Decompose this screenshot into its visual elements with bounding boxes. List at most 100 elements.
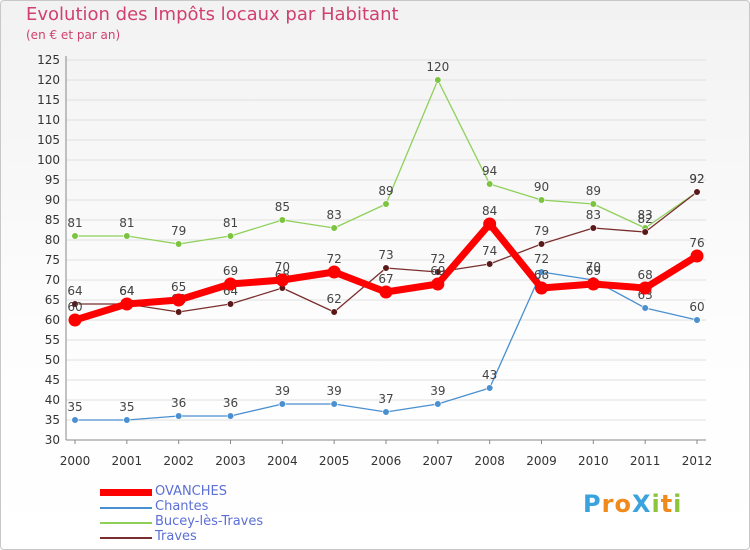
data-point [486, 384, 494, 392]
data-point [330, 400, 338, 408]
data-point [123, 416, 131, 424]
data-label: 92 [689, 172, 704, 186]
logo-letter: i [673, 490, 683, 518]
chart-title: Evolution des Impôts locaux par Habitant [26, 4, 399, 25]
data-label: 72 [327, 252, 342, 266]
chart-legend: OVANCHES Chantes Bucey-lès-Traves Traves [100, 484, 300, 545]
data-label: 68 [638, 268, 653, 282]
data-label: 74 [482, 244, 497, 258]
data-label: 76 [689, 236, 704, 250]
data-point [382, 408, 390, 416]
logo-letter: o [614, 490, 632, 518]
data-label: 92 [689, 172, 704, 186]
y-tick-label: 65 [45, 293, 60, 307]
data-label: 70 [275, 260, 290, 274]
data-label: 39 [327, 384, 342, 398]
legend-item: Traves [100, 529, 300, 545]
logo-letter: i [651, 490, 661, 518]
data-point [120, 297, 134, 311]
y-tick-label: 45 [45, 373, 60, 387]
data-point [589, 200, 597, 208]
data-point [537, 268, 546, 276]
data-point [68, 313, 82, 327]
series-bucey-l-s-traves: 81 81 79 81 85 83 89 120 94 90 89 83 92 [67, 60, 705, 248]
data-label: 65 [171, 280, 186, 294]
y-tick-label: 40 [45, 393, 60, 407]
data-point [638, 281, 652, 295]
data-point [434, 76, 442, 84]
y-tick-label: 105 [37, 133, 60, 147]
data-point [589, 224, 597, 232]
data-point [71, 232, 79, 240]
y-tick-label: 80 [45, 233, 60, 247]
y-tick-label: 115 [37, 93, 60, 107]
data-label: 36 [171, 396, 186, 410]
x-tick-label: 2007 [423, 454, 454, 468]
data-point [330, 308, 338, 316]
data-point [278, 400, 286, 408]
x-tick-label: 2008 [474, 454, 505, 468]
data-label: 64 [119, 284, 134, 298]
logo-letter: P [583, 490, 602, 518]
data-label: 79 [534, 224, 549, 238]
data-point [486, 180, 494, 188]
data-point [226, 412, 235, 420]
data-label: 72 [430, 252, 445, 266]
data-label: 84 [482, 204, 497, 218]
data-label: 43 [482, 368, 497, 382]
data-point [123, 232, 131, 240]
data-label: 83 [586, 208, 601, 222]
data-label: 81 [223, 216, 238, 230]
chart-subtitle: (en € et par an) [26, 28, 121, 42]
y-tick-label: 50 [45, 353, 60, 367]
data-point [175, 308, 183, 316]
legend-label: Bucey-lès-Traves [155, 514, 264, 529]
data-point [434, 268, 442, 276]
data-label: 39 [275, 384, 290, 398]
data-point [224, 277, 237, 291]
y-tick-label: 85 [45, 213, 60, 227]
data-point [382, 200, 390, 208]
data-label: 69 [223, 264, 238, 278]
x-tick-label: 2004 [267, 454, 298, 468]
legend-item: Chantes [100, 499, 300, 515]
data-label: 64 [119, 284, 134, 298]
data-point [693, 188, 701, 196]
data-label: 89 [378, 184, 393, 198]
data-label: 62 [327, 292, 342, 306]
data-label: 68 [534, 268, 549, 282]
x-tick-label: 2002 [163, 454, 194, 468]
y-tick-label: 110 [37, 113, 60, 127]
series-line [75, 79, 698, 245]
data-point [275, 273, 289, 287]
y-tick-label: 35 [45, 413, 60, 427]
data-label: 67 [378, 272, 393, 286]
data-point [379, 285, 393, 299]
x-tick-label: 2011 [630, 454, 661, 468]
data-label: 73 [378, 248, 393, 262]
data-point [535, 281, 548, 295]
data-point [641, 228, 649, 236]
data-point [175, 240, 183, 248]
data-label: 64 [67, 284, 82, 298]
data-point [278, 216, 286, 224]
logo-letter: r [601, 490, 615, 518]
data-label: 94 [482, 164, 497, 178]
data-label: 39 [430, 384, 445, 398]
data-label: 70 [586, 260, 601, 274]
data-label: 82 [638, 212, 653, 226]
data-label: 60 [67, 300, 82, 314]
y-tick-label: 125 [37, 53, 60, 67]
data-label: 81 [67, 216, 82, 230]
data-label: 35 [119, 400, 134, 414]
data-label: 72 [534, 252, 549, 266]
legend-item: Bucey-lès-Traves [100, 514, 300, 530]
data-point [537, 196, 546, 204]
proxiti-logo: ProXiti [583, 490, 682, 518]
y-tick-label: 70 [45, 273, 60, 287]
data-point [537, 240, 546, 248]
data-point [434, 400, 442, 408]
data-label: 83 [638, 208, 653, 222]
